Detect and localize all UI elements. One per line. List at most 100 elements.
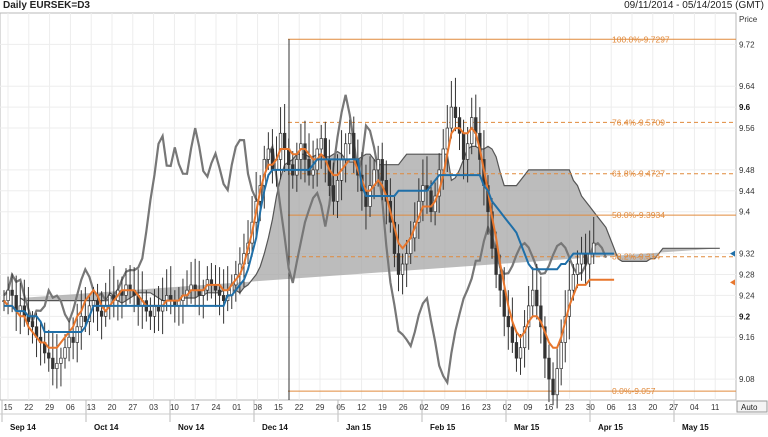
x-tick-label: 29 — [45, 403, 54, 412]
month-label: Feb 15 — [430, 423, 456, 432]
candle-body — [555, 368, 559, 396]
month-label: Mar 15 — [514, 423, 540, 432]
x-tick-label: 12 — [357, 403, 366, 412]
candle-body — [295, 159, 299, 176]
x-tick-label: 13 — [628, 403, 637, 412]
candle-body — [539, 305, 543, 328]
x-tick-label: 15 — [274, 403, 283, 412]
x-tick-label: 20 — [648, 403, 657, 412]
x-tick-label: 15 — [4, 403, 13, 412]
lagging-span-line — [3, 94, 607, 386]
y-tick-label: 9.24 — [739, 291, 755, 300]
x-tick-label: 06 — [66, 403, 75, 412]
x-tick-label: 20 — [108, 403, 117, 412]
candle-body — [575, 263, 580, 275]
candle-body — [51, 357, 55, 369]
candle-body — [311, 169, 315, 176]
candle-body — [343, 143, 348, 160]
x-tick-label: 16 — [461, 403, 470, 412]
candle-body — [588, 253, 592, 265]
x-tick-label: 22 — [24, 403, 33, 412]
candle-body — [400, 263, 405, 275]
candle-body — [266, 148, 271, 160]
candle-body — [404, 253, 409, 265]
x-tick-label: 09 — [524, 403, 533, 412]
x-tick-label: 01 — [232, 403, 241, 412]
x-tick-label: 27 — [128, 403, 137, 412]
x-tick-label: 23 — [565, 403, 574, 412]
y-tick-label: 9.2 — [739, 312, 751, 321]
candle-body — [63, 347, 67, 359]
candle-body — [392, 221, 397, 254]
candle-body — [583, 253, 588, 265]
candle-body — [10, 289, 14, 296]
auto-scale-button[interactable] — [736, 400, 768, 413]
y-tick-label: 9.56 — [739, 124, 755, 133]
candle-body — [535, 289, 539, 307]
month-label: Nov 14 — [178, 423, 205, 432]
candle-body — [148, 310, 153, 317]
x-tick-label: 16 — [544, 403, 553, 412]
candle-body — [531, 289, 535, 307]
x-tick-label: 17 — [191, 403, 200, 412]
candle-body — [335, 180, 340, 202]
x-tick-label: 19 — [378, 403, 387, 412]
fib-label: 76.4%-9.5709 — [612, 117, 665, 127]
x-tick-label: 29 — [316, 403, 325, 412]
date-range: 09/11/2014 - 05/14/2015 (GMT) — [624, 0, 764, 11]
candle-body — [319, 138, 323, 150]
candle-body — [352, 132, 356, 160]
candle-body — [421, 185, 425, 202]
y-tick-label: 9.64 — [739, 82, 755, 91]
x-tick-label: 06 — [607, 403, 616, 412]
month-label: Sep 14 — [10, 423, 36, 432]
x-tick-label: 23 — [482, 403, 491, 412]
candle-body — [348, 132, 352, 145]
x-tick-label: 08 — [253, 403, 262, 412]
x-tick-label: 04 — [690, 403, 699, 412]
candle-body — [221, 295, 226, 301]
candle-body — [75, 326, 79, 343]
price-marker — [730, 279, 735, 286]
x-tick-label: 22 — [295, 403, 304, 412]
candle-body — [30, 321, 35, 328]
y-tick-label: 9.28 — [739, 270, 755, 279]
x-tick-label: 24 — [212, 403, 221, 412]
month-label: Oct 14 — [94, 423, 119, 432]
candle-body — [522, 326, 527, 349]
candle-body — [498, 274, 502, 291]
price-marker — [730, 250, 735, 257]
month-label: Jan 15 — [346, 423, 371, 432]
candle-body — [270, 148, 275, 171]
chart-header: Daily EURSEK=D3 09/11/2014 - 05/14/2015 … — [0, 0, 768, 12]
fib-label: 61.8%-9.4727 — [612, 169, 665, 179]
candle-body — [6, 289, 10, 301]
candle-body — [71, 336, 75, 343]
x-tick-label: 05 — [336, 403, 345, 412]
candle-body — [323, 138, 327, 160]
candle-body — [592, 242, 596, 254]
candle-body — [543, 326, 547, 359]
candle-body — [453, 106, 458, 118]
candle-body — [55, 363, 59, 369]
candle-body — [429, 190, 433, 213]
x-tick-label: 02 — [420, 403, 429, 412]
y-tick-label: 9.16 — [739, 333, 755, 342]
candle-body — [510, 326, 515, 343]
candle-body — [518, 347, 523, 359]
y-tick-label: 9.44 — [739, 187, 755, 196]
fib-label: 100.0%-9.7297 — [612, 34, 670, 44]
candle-body — [571, 274, 576, 291]
candle-body — [449, 106, 454, 129]
y-tick-label: 9.6 — [739, 103, 751, 112]
candle-body — [83, 315, 87, 322]
month-label: Dec 14 — [262, 423, 288, 432]
candle-body — [331, 185, 336, 202]
x-tick-label: 11 — [711, 403, 720, 412]
candle-body — [376, 159, 380, 171]
candle-body — [461, 132, 466, 160]
candle-body — [547, 357, 551, 380]
month-label: May 15 — [682, 423, 709, 432]
auto-scale-label: Auto — [741, 403, 758, 412]
